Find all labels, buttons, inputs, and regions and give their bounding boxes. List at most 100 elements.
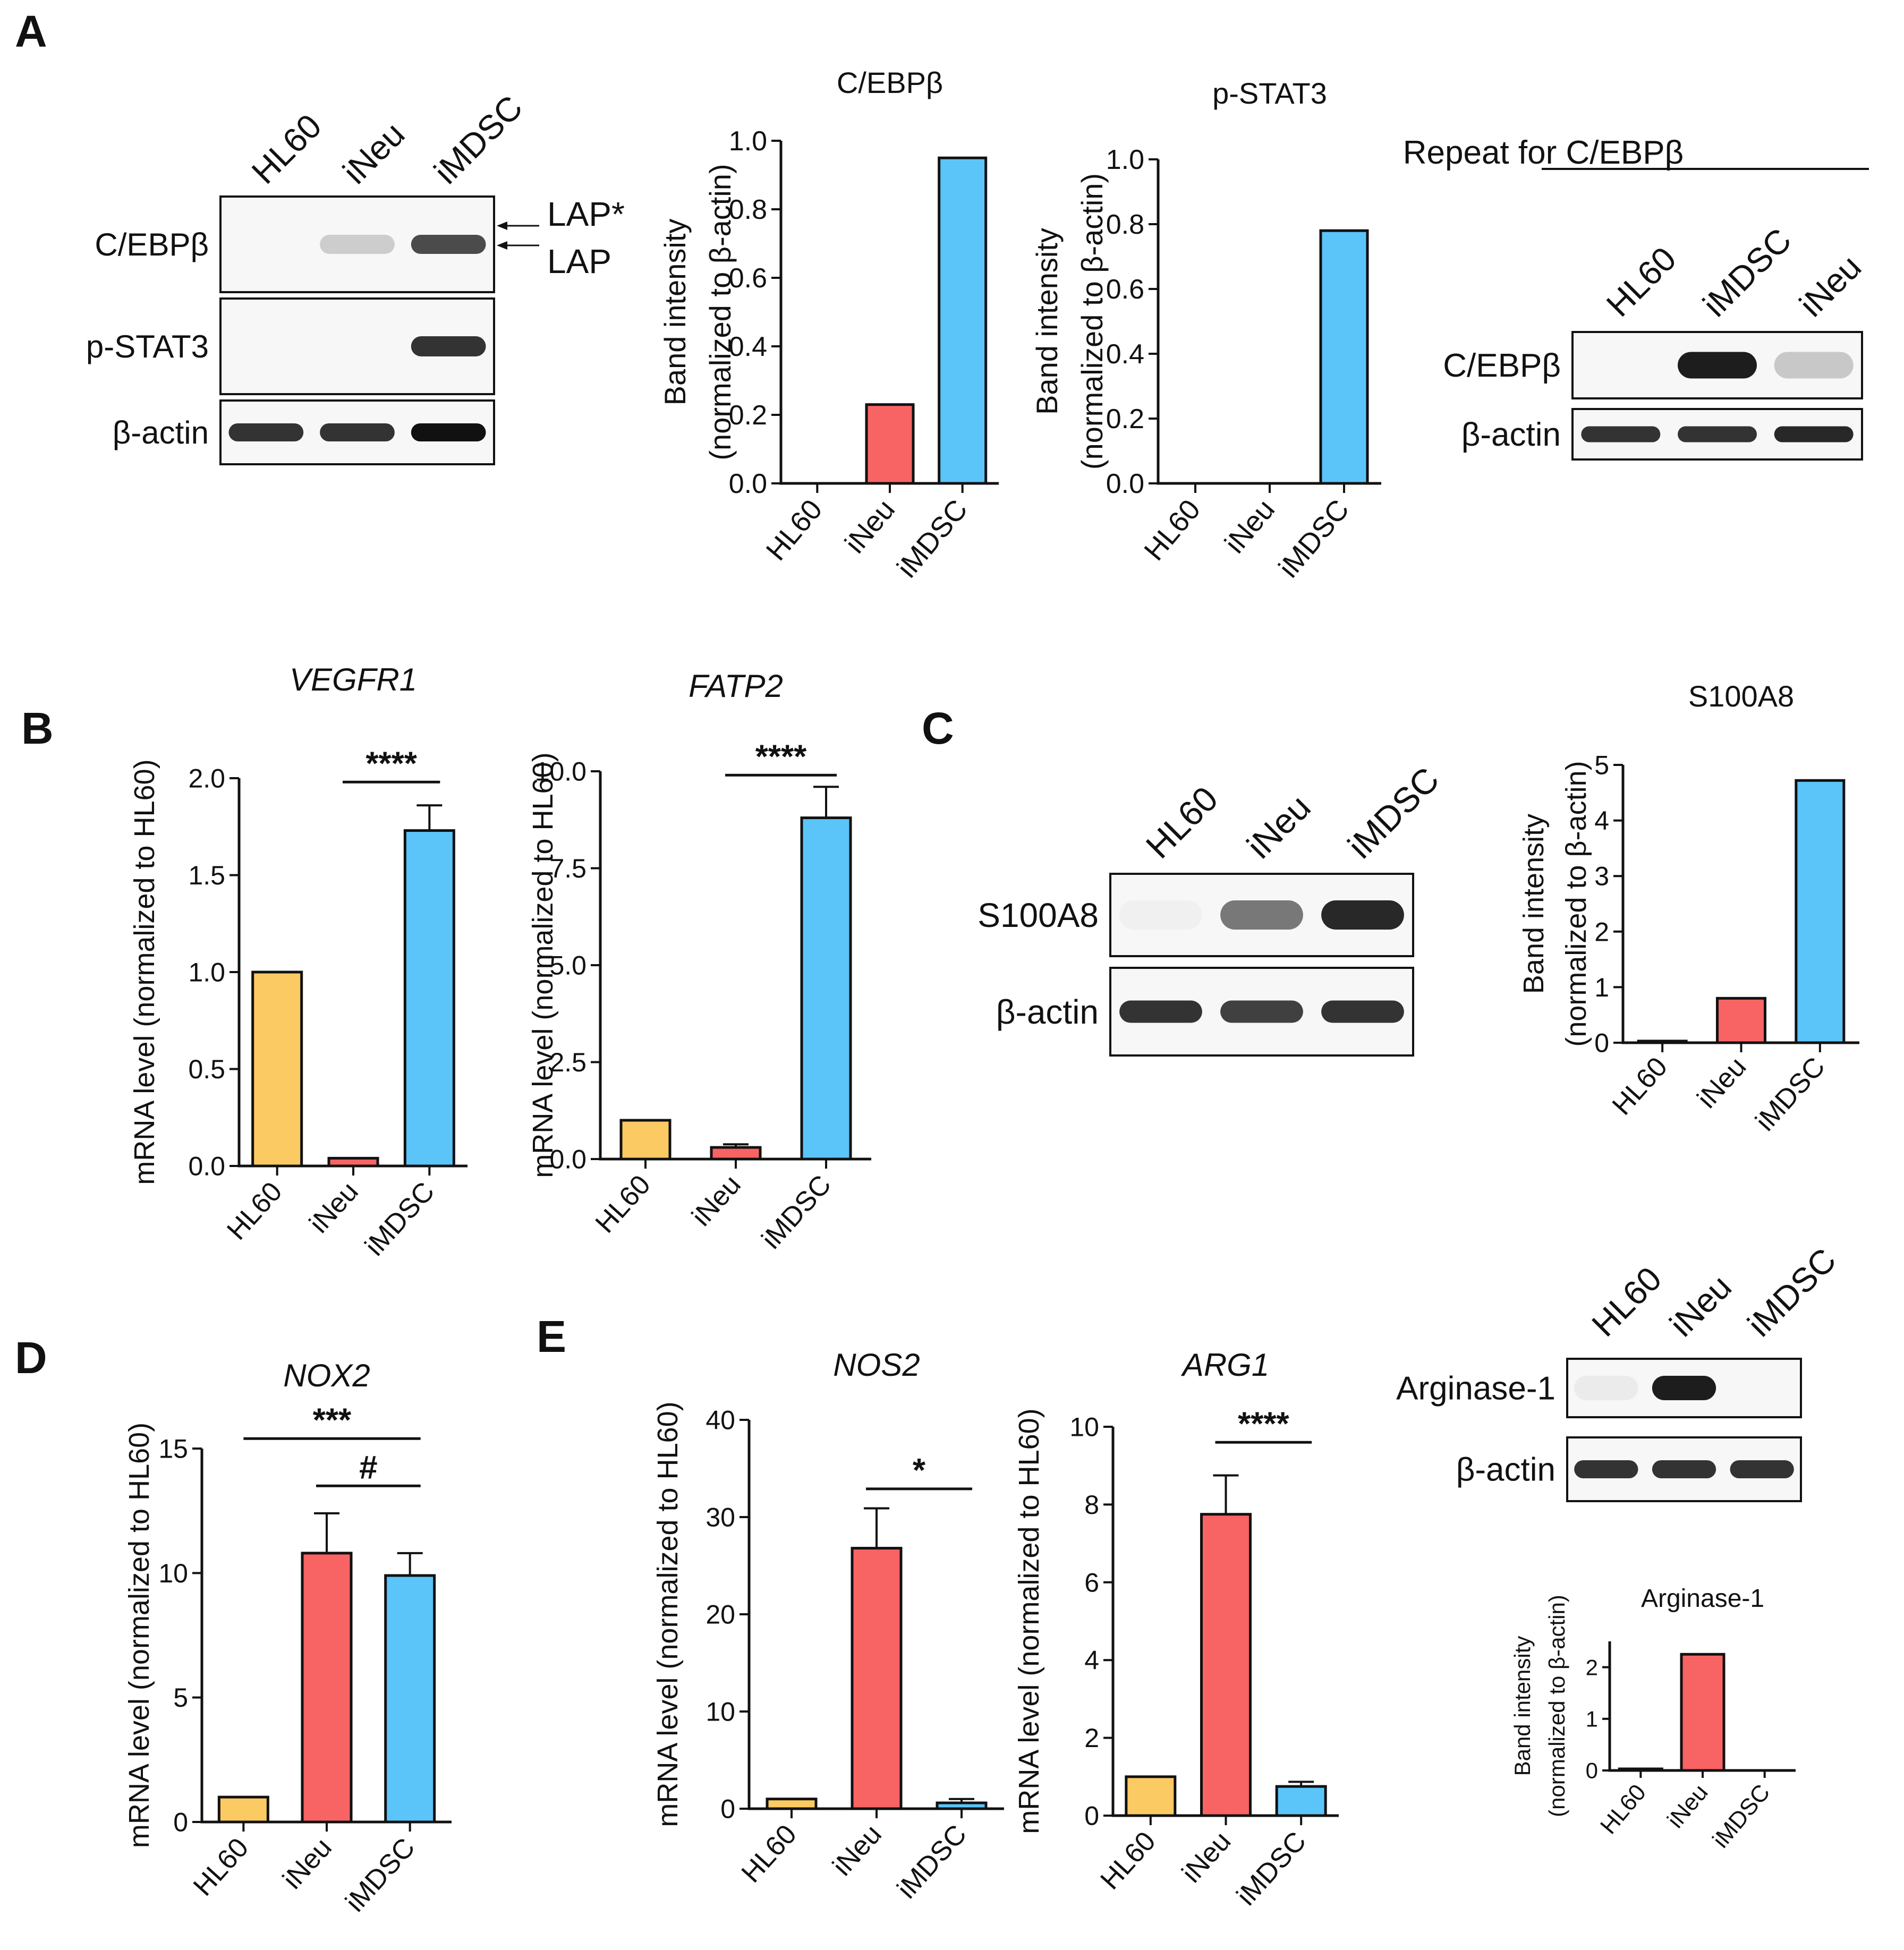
y-tick-label: 5 bbox=[173, 1683, 188, 1713]
significance-label: **** bbox=[755, 738, 807, 775]
blot-row-label-c-ebp: C/EBPβ bbox=[1443, 347, 1561, 384]
y-tick-label: 0.8 bbox=[729, 194, 767, 225]
y-tick-label: 0 bbox=[1084, 1801, 1099, 1831]
blot-lane-label-hl60: HL60 bbox=[244, 107, 329, 191]
blot-row-label-c-ebp: C/EBPβ bbox=[95, 227, 209, 262]
blot-band-s100a8-imdsc bbox=[1321, 900, 1404, 930]
y-tick-label: 3 bbox=[1594, 862, 1609, 891]
bar-ineu bbox=[1680, 1653, 1726, 1772]
y-tick-label: 0.0 bbox=[729, 469, 767, 499]
bar-ineu bbox=[1716, 997, 1766, 1044]
y-tick-label: 0.6 bbox=[1106, 274, 1144, 305]
y-tick-label: 0 bbox=[1586, 1758, 1598, 1783]
blot-band-actin-imdsc bbox=[1730, 1460, 1794, 1478]
bar-ineu bbox=[301, 1552, 353, 1824]
blot-band-actin-imdsc bbox=[411, 423, 486, 441]
chart-c-s100a8: S100A8 Band intensity (normalized to β-act… bbox=[1518, 679, 1859, 1137]
x-tick-label-imdsc: iMDSC bbox=[359, 1176, 440, 1262]
blot-band-actin-hl60 bbox=[1581, 426, 1661, 442]
blot-band-c-ebp-ineu bbox=[320, 235, 395, 254]
y-tick-label: 2 bbox=[1594, 917, 1609, 947]
chart-e-nos2: NOS2 mRNA level (normalized to HL60) 0 10 20… bbox=[652, 1347, 1004, 1904]
y-tick-label: 2.5 bbox=[549, 1048, 586, 1077]
y-axis-label: mRNA level (normalized to HL60) bbox=[123, 1423, 155, 1848]
error-bar-imdsc bbox=[813, 786, 839, 818]
y-tick-label: 0.2 bbox=[729, 400, 767, 431]
x-tick-label-imdsc: iMDSC bbox=[1272, 493, 1355, 584]
chart-title: ARG1 bbox=[1181, 1347, 1269, 1383]
bar-ineu bbox=[1200, 1513, 1252, 1817]
x-tick-label-hl60: HL60 bbox=[221, 1176, 288, 1246]
x-tick-label-hl60: HL60 bbox=[590, 1169, 657, 1239]
x-tick-label-ineu: iNeu bbox=[686, 1169, 747, 1232]
blot-band-actin-hl60 bbox=[228, 423, 304, 441]
chart-title: NOX2 bbox=[283, 1358, 370, 1393]
y-tick-label: 1.0 bbox=[188, 958, 225, 987]
y-tick-label: 10 bbox=[158, 1559, 188, 1588]
y-axis-label: (normalized to β-actin) bbox=[703, 164, 737, 460]
x-tick-label-hl60: HL60 bbox=[1606, 1051, 1673, 1121]
y-tick-label: 0.4 bbox=[729, 331, 767, 362]
blot-band-actin-hl60 bbox=[1119, 1000, 1202, 1023]
significance-label: **** bbox=[366, 745, 417, 782]
chart-title: C/EBPβ bbox=[837, 66, 943, 99]
y-tick-label: 0.0 bbox=[1106, 469, 1144, 499]
x-tick-label-hl60: HL60 bbox=[760, 493, 829, 566]
chart-e-arg1-blot: Arginase-1 Band intensity (normalized to β… bbox=[1510, 1585, 1796, 1853]
x-tick-label-ineu: iNeu bbox=[1692, 1051, 1753, 1114]
panel-label-c: C bbox=[922, 703, 954, 753]
x-tick-label-imdsc: iMDSC bbox=[1749, 1051, 1831, 1137]
bar-ineu bbox=[851, 1547, 903, 1810]
chart-title: NOS2 bbox=[833, 1347, 920, 1383]
significance-label: # bbox=[359, 1449, 377, 1486]
y-tick-label: 10.0 bbox=[535, 757, 586, 787]
y-axis-label: Band intensity bbox=[658, 219, 692, 406]
chart-e-arg1: ARG1 mRNA level (normalized to HL60) 0 2 4 6 8… bbox=[1013, 1347, 1339, 1911]
chart-title: p-STAT3 bbox=[1212, 76, 1327, 110]
bar-imdsc bbox=[1275, 1785, 1327, 1817]
x-tick-label-ineu: iNeu bbox=[839, 493, 901, 559]
y-tick-label: 0.5 bbox=[188, 1054, 225, 1084]
y-tick-label: 0.8 bbox=[1106, 209, 1144, 240]
y-tick-label: 8 bbox=[1084, 1490, 1099, 1520]
y-tick-label: 2.0 bbox=[188, 764, 225, 794]
chart-b-fatp2: FATP2 mRNA level (normalized to HL60)0.0 2… bbox=[527, 668, 871, 1255]
panel-label-e: E bbox=[537, 1312, 566, 1361]
y-axis-label: mRNA level (normalized to HL60) bbox=[1013, 1408, 1045, 1834]
x-tick-label-hl60: HL60 bbox=[1094, 1826, 1161, 1895]
y-tick-label: 1 bbox=[1586, 1707, 1598, 1732]
x-tick-label-ineu: iNeu bbox=[1176, 1826, 1237, 1888]
blot-lane-label-imdsc: iMDSC bbox=[427, 88, 530, 191]
x-tick-label-ineu: iNeu bbox=[1219, 493, 1281, 559]
x-tick-label-ineu: iNeu bbox=[1662, 1779, 1713, 1833]
blot-row-label-p-stat3: p-STAT3 bbox=[86, 329, 209, 364]
x-tick-label-hl60: HL60 bbox=[188, 1832, 254, 1902]
y-axis-label: mRNA level (normalized to HL60) bbox=[527, 752, 559, 1178]
chart-b-vegfr1: VEGFR1 mRNA level (normalized to HL60) 0.0… bbox=[129, 662, 468, 1262]
bar-imdsc bbox=[938, 156, 988, 485]
x-tick-label-ineu: iNeu bbox=[303, 1176, 364, 1239]
blot-band-s100a8-ineu bbox=[1220, 900, 1303, 930]
y-tick-label: 15 bbox=[158, 1434, 188, 1464]
chart-d-nox2: NOX2 mRNA level (normalized to HL60) 0 5 10 1… bbox=[123, 1358, 452, 1918]
blot-row-label-actin: β-actin bbox=[1456, 1452, 1556, 1488]
x-tick-label-imdsc: iMDSC bbox=[891, 493, 974, 584]
error-bar-ineu bbox=[314, 1512, 339, 1553]
chart-a-cebpb: C/EBPβ Band intensity (normalized to β-act… bbox=[658, 66, 999, 584]
blot-row-label-arginase-1: Arginase-1 bbox=[1396, 1370, 1556, 1407]
error-bar-ineu bbox=[864, 1507, 889, 1548]
blot-band-arginase-1-hl60 bbox=[1574, 1376, 1638, 1400]
y-axis-label: mRNA level (normalized to HL60) bbox=[129, 759, 160, 1185]
y-tick-label: 4 bbox=[1084, 1646, 1099, 1675]
bar-hl60 bbox=[217, 1795, 269, 1824]
y-tick-label: 30 bbox=[706, 1503, 735, 1532]
error-bar-imdsc bbox=[416, 804, 443, 831]
blot-lane-label-hl60: HL60 bbox=[1584, 1259, 1669, 1344]
blot-row-label-s100a8: S100A8 bbox=[978, 896, 1099, 934]
bar-hl60 bbox=[1125, 1775, 1177, 1817]
x-tick-label-imdsc: iMDSC bbox=[1707, 1779, 1775, 1853]
repeat-blot-title: Repeat for C/EBPβ bbox=[1403, 134, 1684, 171]
y-tick-label: 0 bbox=[720, 1794, 735, 1824]
y-tick-label: 0.2 bbox=[1106, 404, 1144, 435]
